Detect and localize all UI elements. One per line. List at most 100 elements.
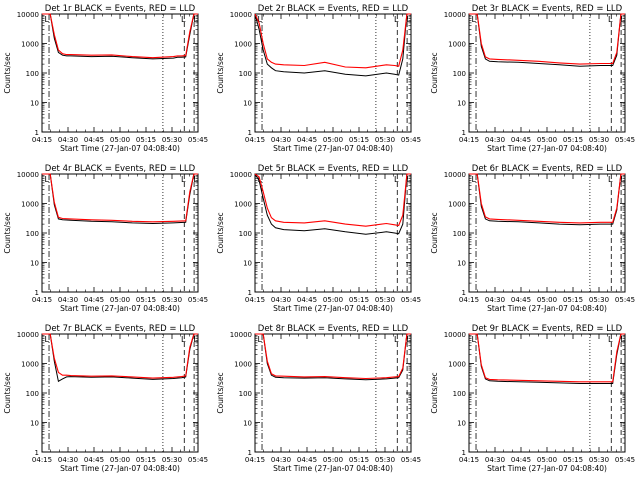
lld-series-line: [42, 13, 198, 59]
y-tick-label: 1000: [448, 361, 466, 369]
end-marker-label: L: [620, 335, 625, 344]
x-tick-label: 05:15: [349, 456, 369, 464]
x-tick-label: 05:45: [188, 296, 208, 304]
x-tick-label: 05:30: [589, 136, 609, 144]
x-tick-label: 04:15: [245, 296, 265, 304]
x-axis-label: Start Time (27-Jan-07 04:08:40): [487, 144, 607, 153]
chart-panel: Det 7r BLACK = Events, RED = LLD 1 10 100 10…: [3, 324, 208, 473]
y-tick-label: 100: [453, 70, 466, 78]
y-axis-label: Counts/sec: [430, 212, 439, 253]
x-tick-label: 05:15: [349, 136, 369, 144]
mid-marker-label: L: [181, 175, 186, 184]
panel-title: Det 2r BLACK = Events, RED = LLD: [258, 4, 409, 14]
x-tick-label: 04:30: [58, 456, 78, 464]
chart-panel: Det 9r BLACK = Events, RED = LLD 1 10 100 10…: [430, 324, 635, 473]
x-tick-label: 04:15: [245, 456, 265, 464]
y-axis-label: Counts/sec: [3, 212, 12, 253]
x-tick-label: 05:00: [110, 296, 130, 304]
end-marker-label: L: [406, 15, 411, 24]
lld-series-line: [469, 173, 625, 224]
x-axis-label: Start Time (27-Jan-07 04:08:40): [60, 144, 180, 153]
y-axis-label: Counts/sec: [430, 372, 439, 413]
panel-title: Det 7r BLACK = Events, RED = LLD: [45, 324, 196, 334]
x-tick-label: 05:00: [537, 136, 557, 144]
mid-marker-label: L: [608, 15, 613, 24]
y-tick-label: 1000: [21, 41, 39, 49]
x-tick-label: 05:45: [188, 456, 208, 464]
start-marker-label: L: [257, 335, 262, 344]
x-tick-label: 05:45: [615, 456, 635, 464]
x-axis-label: Start Time (27-Jan-07 04:08:40): [273, 464, 393, 473]
x-tick-label: 05:15: [563, 456, 583, 464]
lld-series-line: [254, 173, 411, 227]
x-tick-label: 05:30: [375, 136, 395, 144]
x-tick-label: 05:30: [162, 456, 182, 464]
x-tick-label: 04:15: [459, 296, 479, 304]
chart-panel: Det 4r BLACK = Events, RED = LLD 1 10 100 10…: [3, 164, 208, 313]
panel-title: Det 5r BLACK = Events, RED = LLD: [258, 164, 409, 174]
x-axis-label: Start Time (27-Jan-07 04:08:40): [487, 464, 607, 473]
y-axis-label: Counts/sec: [216, 52, 225, 93]
y-tick-label: 1: [35, 289, 39, 297]
y-tick-label: 1: [248, 129, 252, 137]
lld-series-line: [42, 173, 198, 223]
events-series-line: [255, 333, 411, 381]
y-tick-label: 100: [453, 390, 466, 398]
x-tick-label: 05:15: [136, 136, 156, 144]
y-tick-label: 10000: [444, 171, 466, 179]
end-marker-label: L: [193, 175, 198, 184]
y-tick-label: 1: [35, 129, 39, 137]
plot-frame: [468, 173, 626, 293]
plot-frame: [254, 333, 412, 453]
x-tick-label: 04:45: [297, 296, 317, 304]
x-tick-label: 05:45: [401, 456, 421, 464]
y-tick-label: 1000: [21, 361, 39, 369]
x-tick-label: 05:00: [110, 456, 130, 464]
y-tick-label: 10: [243, 260, 252, 268]
start-marker-label: L: [44, 335, 49, 344]
x-axis-label: Start Time (27-Jan-07 04:08:40): [273, 304, 393, 313]
x-tick-label: 04:15: [32, 456, 52, 464]
events-series-line: [469, 13, 625, 67]
panel-title: Det 1r BLACK = Events, RED = LLD: [45, 4, 196, 14]
x-tick-label: 05:30: [162, 296, 182, 304]
x-tick-label: 04:15: [245, 136, 265, 144]
plot-frame: [468, 13, 626, 133]
y-tick-label: 1: [462, 449, 466, 457]
mid-marker-label: L: [394, 15, 399, 24]
y-tick-label: 10000: [230, 171, 252, 179]
start-marker-label: L: [44, 175, 49, 184]
y-tick-label: 10000: [230, 331, 252, 339]
y-axis-label: Counts/sec: [216, 212, 225, 253]
x-tick-label: 05:15: [563, 296, 583, 304]
events-series-line: [469, 333, 625, 384]
x-tick-label: 05:00: [110, 136, 130, 144]
y-tick-label: 1: [248, 289, 252, 297]
x-tick-label: 04:30: [485, 136, 505, 144]
events-series-line: [42, 173, 198, 225]
start-marker-label: L: [471, 335, 476, 344]
x-tick-label: 04:30: [271, 136, 291, 144]
end-marker-label: L: [406, 335, 411, 344]
panel-title: Det 3r BLACK = Events, RED = LLD: [472, 4, 623, 14]
x-tick-label: 05:00: [323, 456, 343, 464]
y-tick-label: 10000: [17, 331, 39, 339]
lld-series-line: [42, 333, 198, 379]
y-tick-label: 1000: [234, 41, 252, 49]
x-tick-label: 05:00: [323, 296, 343, 304]
y-axis-label: Counts/sec: [3, 52, 12, 93]
x-tick-label: 04:30: [58, 136, 78, 144]
y-tick-label: 100: [26, 70, 39, 78]
x-axis-label: Start Time (27-Jan-07 04:08:40): [273, 144, 393, 153]
x-tick-label: 04:45: [84, 296, 104, 304]
chart-panel: Det 1r BLACK = Events, RED = LLD 1 10 100 10…: [3, 4, 208, 153]
x-tick-label: 05:30: [162, 136, 182, 144]
mid-marker-label: L: [181, 335, 186, 344]
y-tick-label: 100: [239, 70, 252, 78]
y-tick-label: 100: [453, 230, 466, 238]
y-tick-label: 100: [239, 230, 252, 238]
events-series-line: [42, 13, 198, 60]
x-tick-label: 04:45: [511, 136, 531, 144]
chart-panel: Det 6r BLACK = Events, RED = LLD 1 10 100 10…: [430, 164, 635, 313]
